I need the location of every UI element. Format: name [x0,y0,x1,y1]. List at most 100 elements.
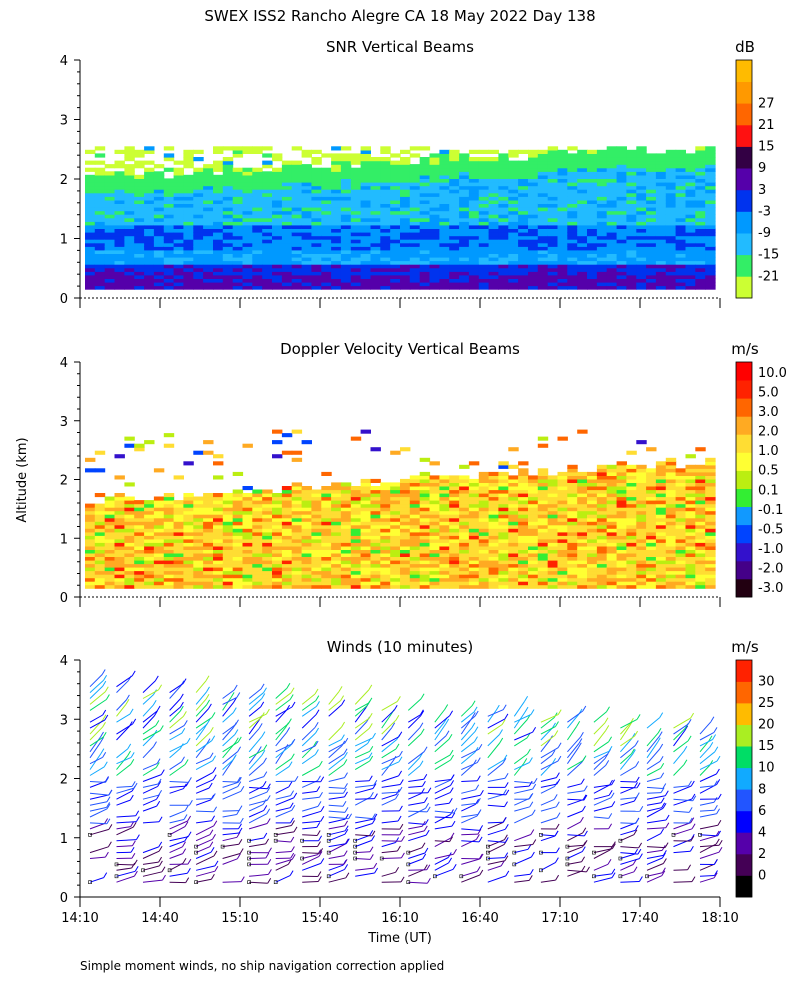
snr-cell [498,239,509,244]
doppler-cell [675,524,686,529]
doppler-cell [478,500,490,505]
snr-cell [459,285,470,290]
doppler-cell [587,549,598,554]
doppler-cell [331,560,342,565]
wind-barb-feather [236,853,241,860]
snr-cell [695,160,706,165]
snr-cell [390,192,401,197]
doppler-cell [468,584,480,589]
snr-cell [409,232,421,237]
snr-cell [104,278,116,283]
snr-cell [272,239,283,244]
doppler-cell [360,496,371,501]
doppler-cell [705,517,716,522]
doppler-cell [685,454,696,459]
doppler-cell [419,542,431,547]
doppler-cell [222,567,234,572]
doppler-cell [705,486,716,491]
snr-cell [193,189,204,194]
doppler-cell [203,524,214,529]
doppler-cell [478,549,490,554]
doppler-cell [163,503,175,508]
doppler-cell [114,496,125,501]
doppler-cell [567,471,578,476]
snr-cell [203,217,214,222]
snr-cell [390,178,401,183]
snr-cell [419,203,431,208]
snr-cell [459,256,470,262]
doppler-cell [301,503,312,508]
snr-cell [655,232,667,237]
doppler-cell [665,581,677,586]
snr-cell [360,260,371,265]
doppler-cell [370,524,381,529]
snr-cell [252,253,263,258]
snr-cell [153,246,165,251]
wind-barb-feather [214,860,219,867]
snr-cell [449,171,460,176]
snr-cell [134,178,145,183]
snr-cell [134,192,145,197]
doppler-cell [272,454,283,459]
snr-cell [705,232,716,237]
snr-cell [291,235,303,240]
snr-cell [626,196,637,201]
doppler-cell [409,489,421,494]
snr-cell [577,210,588,215]
doppler-cell [380,549,391,554]
snr-cell [281,235,293,240]
doppler-cell [537,493,549,498]
doppler-cell [311,524,322,529]
doppler-cell [232,584,244,589]
snr-cell [193,285,204,290]
doppler-cell [291,556,303,561]
snr-cell [537,210,549,215]
doppler-cell [203,500,214,505]
snr-cell [400,264,411,269]
doppler-cell [596,517,608,522]
snr-cell [508,153,519,158]
doppler-cell [104,577,116,582]
doppler-cell [380,503,391,508]
snr-cell [114,203,125,208]
doppler-cell [350,577,362,582]
snr-cell [370,264,381,269]
snr-cell [321,203,332,208]
snr-cell [252,203,263,208]
doppler-cell [390,567,401,572]
snr-cell [163,153,175,158]
doppler-cell [272,521,283,526]
doppler-cell [449,542,460,547]
wind-barb-feather [135,834,140,840]
doppler-cell [518,503,529,508]
wind-barb-feather [181,727,186,734]
snr-cell [242,224,253,229]
snr-cell [537,153,549,158]
snr-cell [498,232,509,237]
doppler-cell [390,514,401,519]
snr-cell [419,246,431,251]
wind-barb [89,794,110,800]
snr-cell [547,171,559,176]
snr-cell [281,178,293,183]
snr-cell [468,264,480,269]
doppler-cell [134,521,145,526]
snr-cell [183,228,194,233]
snr-cell [685,192,696,197]
doppler-cell [695,556,706,561]
doppler-cell [577,581,588,586]
snr-cell [685,246,696,251]
snr-cell [124,174,135,179]
wind-barb-feather [103,872,108,878]
snr-cell [587,210,598,215]
doppler-cell [567,570,578,575]
snr-cell [213,178,224,183]
doppler-cell [577,482,588,487]
snr-cell [478,274,490,279]
snr-cell [547,153,559,158]
snr-cell [409,267,421,272]
doppler-cell [311,560,322,565]
snr-cell [213,281,224,287]
snr-cell [173,196,184,201]
snr-cell [85,271,96,276]
